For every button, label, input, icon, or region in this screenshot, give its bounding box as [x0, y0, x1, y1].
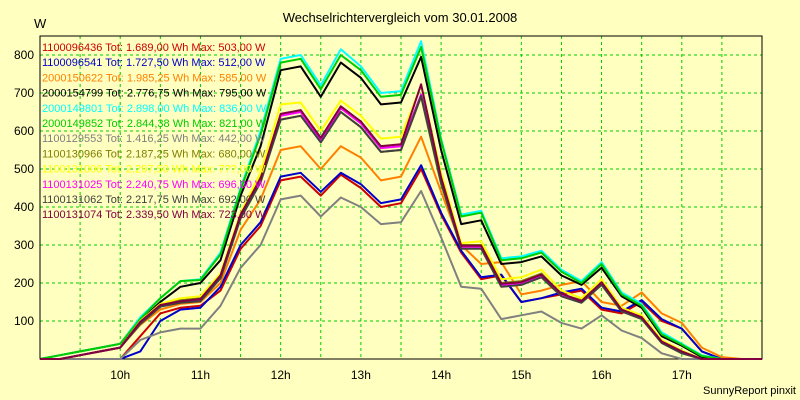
legend-entry: 1100131025 Tot: 2.240,75 Wh Max: 696,00 …	[42, 179, 266, 191]
legend-entry: 1100130966 Tot: 2.187,25 Wh Max: 680,00 …	[42, 148, 266, 160]
legend-entry: 2000150622 Tot: 1.985,25 Wh Max: 585,00 …	[42, 72, 267, 84]
series-line-1100131074	[40, 83, 762, 360]
x-tick-label: 17h	[672, 368, 692, 382]
legend-entry: 2000154799 Tot: 2.776,75 Wh Max: 795,00 …	[42, 88, 267, 100]
legend-entry: 1100096541 Tot: 1.727,50 Wh Max: 512,00 …	[42, 57, 266, 69]
plot-frame	[39, 35, 763, 360]
y-tick-label: 400	[14, 200, 34, 214]
x-tick-label: 12h	[271, 368, 291, 382]
series-line-1100131006	[40, 84, 762, 360]
legend-entry: 1100129553 Tot: 1.416,25 Wh Max: 442,00 …	[42, 133, 266, 145]
legend-entry: 2000149801 Tot: 2.898,00 Wh Max: 836,00 …	[42, 103, 267, 115]
series-line-1100096541	[40, 164, 762, 360]
x-tick-label: 11h	[191, 368, 210, 382]
y-axis-label: W	[34, 16, 47, 31]
y-tick-label: 600	[14, 124, 34, 138]
y-tick-label: 500	[14, 162, 34, 176]
y-tick-label: 700	[14, 86, 34, 100]
series-line-2000154799	[39, 55, 762, 360]
series-line-2000150622	[40, 135, 762, 360]
x-tick-label: 15h	[511, 368, 531, 382]
chart-title: Wechselrichtervergleich vom 30.01.2008	[282, 10, 518, 25]
y-tick-label: 200	[14, 276, 34, 290]
y-tick-label: 300	[14, 238, 34, 252]
series-line-1100129553	[40, 190, 762, 360]
legend-entry: 1100131006 Tot: 2.297,50 Wh Max: 7??,00 …	[42, 164, 266, 176]
legend-entry: 2000149852 Tot: 2.844,38 Wh Max: 821,00 …	[42, 118, 267, 130]
footer-credit: SunnyReport pinxit	[703, 385, 796, 397]
x-tick-label: 13h	[351, 368, 371, 382]
x-tick-label: 14h	[431, 368, 451, 382]
x-tick-label: 16h	[592, 368, 612, 382]
legend-entry: 1100096436 Tot: 1.689,00 Wh Max: 503,00 …	[42, 42, 266, 54]
y-tick-label: 800	[14, 48, 34, 62]
legend-entry: 1100131074 Tot: 2.339,50 Wh Max: 723,00 …	[42, 209, 266, 221]
series-line-1100096436	[40, 168, 762, 360]
series-line-1100131062	[40, 95, 762, 360]
series-line-2000149852	[39, 46, 762, 360]
x-tick-label: 10h	[110, 368, 130, 382]
y-tick-label: 100	[14, 314, 34, 328]
legend-entry: 1100131062 Tot: 2.217,75 Wh Max: 692,00 …	[42, 194, 266, 206]
